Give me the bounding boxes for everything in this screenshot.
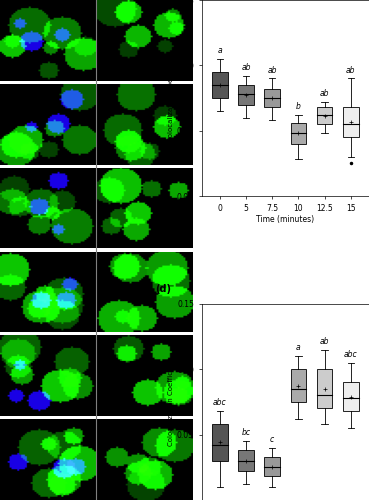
- Text: b: b: [296, 102, 301, 111]
- X-axis label: Time (minutes): Time (minutes): [256, 216, 314, 224]
- Bar: [317, 107, 332, 124]
- Y-axis label: Colocalization Coefficient: Colocalization Coefficient: [168, 358, 174, 446]
- Bar: [290, 370, 306, 402]
- Bar: [212, 72, 228, 98]
- Bar: [238, 450, 254, 471]
- Text: abc: abc: [213, 398, 227, 407]
- Text: a: a: [218, 46, 222, 55]
- Bar: [264, 89, 280, 107]
- Bar: [343, 382, 359, 411]
- Text: ab: ab: [320, 89, 329, 98]
- Bar: [343, 107, 359, 138]
- Bar: [264, 457, 280, 476]
- Text: a: a: [296, 344, 301, 352]
- Text: (d): (d): [155, 284, 171, 294]
- Text: ab: ab: [268, 66, 277, 74]
- Bar: [317, 370, 332, 408]
- Bar: [212, 424, 228, 461]
- Y-axis label: Colocalization Coefficient: Colocalization Coefficient: [168, 54, 174, 142]
- Bar: [290, 123, 306, 144]
- Text: ab: ab: [241, 63, 251, 72]
- Text: ab: ab: [320, 337, 329, 346]
- Text: c: c: [270, 435, 274, 444]
- Text: ab: ab: [346, 66, 355, 74]
- Bar: [238, 85, 254, 104]
- Text: bc: bc: [241, 428, 251, 438]
- Text: abc: abc: [344, 350, 358, 359]
